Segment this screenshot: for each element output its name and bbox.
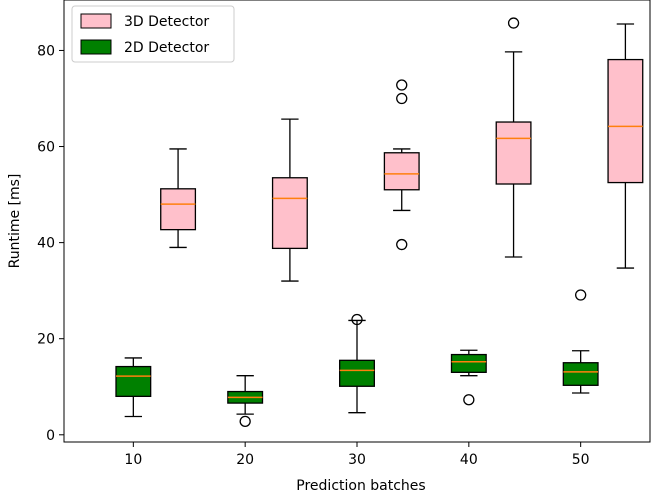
y-axis-label: Runtime [ms] xyxy=(7,174,23,269)
y-tick-label: 40 xyxy=(37,236,55,252)
x-tick-label: 20 xyxy=(236,452,254,468)
legend-label-3d-detector: 3D Detector xyxy=(124,14,209,30)
outlier-point xyxy=(396,79,408,91)
box-iqr xyxy=(450,353,487,373)
outlier-point xyxy=(396,238,408,251)
y-tick-label: 0 xyxy=(46,428,55,444)
box-group-2d-detector-20 xyxy=(227,375,264,427)
box-group-3d-detector-40 xyxy=(495,17,532,258)
legend-swatch-2d-detector xyxy=(80,39,112,55)
box-iqr xyxy=(607,58,644,184)
box-group-2d-detector-30 xyxy=(339,313,375,414)
y-tick-label: 20 xyxy=(37,332,55,348)
box-iqr xyxy=(271,177,308,250)
box-group-3d-detector-30 xyxy=(383,79,420,251)
outlier-point xyxy=(239,415,251,427)
y-axis: 0 20 40 60 80 xyxy=(37,43,64,444)
outlier-point xyxy=(463,394,475,406)
plot-area xyxy=(115,17,644,427)
box-group-2d-detector-40 xyxy=(450,349,487,406)
outlier-point xyxy=(575,289,587,301)
box-group-3d-detector-20 xyxy=(271,118,308,282)
x-tick-label: 10 xyxy=(124,452,142,468)
y-tick-label: 60 xyxy=(37,140,55,156)
box-group-3d-detector-50 xyxy=(607,23,644,269)
y-tick-label: 80 xyxy=(37,43,55,59)
x-tick-label: 50 xyxy=(572,452,590,468)
legend: 3D Detector 2D Detector xyxy=(71,5,235,63)
box-group-2d-detector-10 xyxy=(115,357,152,418)
outlier-point xyxy=(351,313,363,326)
legend-label-2d-detector: 2D Detector xyxy=(124,40,209,56)
box-iqr xyxy=(339,359,375,387)
box-iqr xyxy=(495,121,532,185)
legend-swatch-3d-detector xyxy=(80,13,112,29)
box-iqr xyxy=(115,365,152,398)
legend-frame xyxy=(71,5,235,63)
x-tick-label: 40 xyxy=(460,452,478,468)
outlier-point xyxy=(396,92,408,105)
box-group-2d-detector-50 xyxy=(562,289,599,394)
box-iqr xyxy=(160,188,197,231)
box-group-3d-detector-10 xyxy=(160,148,197,249)
x-axis-label: Prediction batches xyxy=(296,478,425,494)
x-axis: 10 20 30 40 50 xyxy=(124,442,590,468)
outlier-point xyxy=(507,17,520,29)
box-iqr xyxy=(562,362,599,386)
x-tick-label: 30 xyxy=(348,452,366,468)
box-iqr xyxy=(383,152,420,191)
